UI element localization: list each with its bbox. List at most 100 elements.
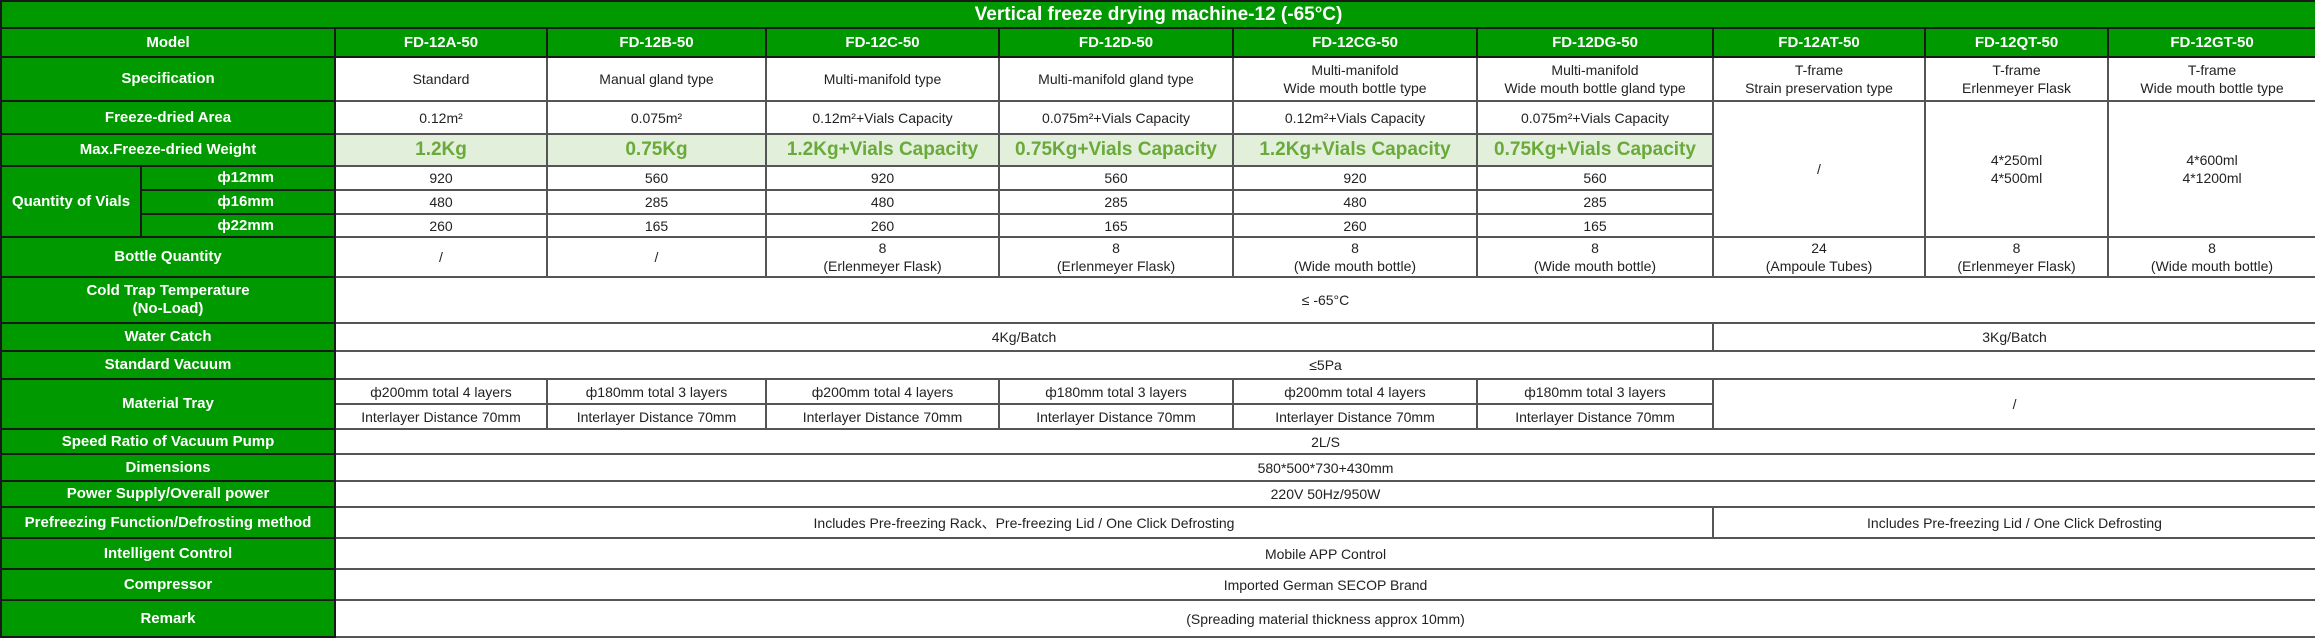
cell: 0.075m²+Vials Capacity	[998, 100, 1234, 135]
cell: /	[1712, 100, 1926, 238]
model-header: FD-12QT-50	[1924, 27, 2109, 58]
row-label-remark: Remark	[0, 599, 336, 638]
cell: 480	[334, 189, 548, 215]
area-row: Freeze-dried Area 0.12m² 0.075m² 0.12m²+…	[0, 100, 2315, 238]
highlight-cell: 1.2Kg	[334, 133, 548, 167]
cell: 8 (Erlenmeyer Flask)	[1924, 236, 2109, 278]
row-label-dimensions: Dimensions	[0, 453, 336, 482]
row-label-area: Freeze-dried Area	[0, 100, 336, 135]
vial-size-label: ф16mm	[140, 189, 336, 215]
cell: 260	[334, 213, 548, 238]
cell: Interlayer Distance 70mm	[1232, 403, 1478, 430]
vials-12-row: Quantity of Vials ф12mm 920 560 920 560 …	[0, 165, 2315, 238]
cell: ф200mm total 4 layers	[765, 378, 1000, 405]
cell: 260	[1232, 213, 1478, 238]
row-label-compressor: Compressor	[0, 568, 336, 601]
cell: 560	[998, 165, 1234, 191]
cell: 165	[1476, 213, 1714, 238]
cell: ф200mm total 4 layers	[1232, 378, 1478, 405]
cold-trap-row: Cold Trap Temperature (No-Load) ≤ -65°C	[0, 276, 2315, 324]
cell: Includes Pre-freezing Lid / One Click De…	[1711, 506, 2315, 539]
row-label-specification: Specification	[0, 56, 336, 102]
cell: 0.12m²	[334, 100, 548, 135]
cell: 480	[1232, 189, 1478, 215]
highlight-cell: 0.75Kg+Vials Capacity	[1476, 133, 1714, 167]
cell: 4*600ml 4*1200ml	[2106, 100, 2315, 238]
cell: 8 (Wide mouth bottle)	[1476, 236, 1714, 278]
tray-distance-row: Interlayer Distance 70mm Interlayer Dist…	[1, 403, 2315, 430]
power-row: Power Supply/Overall power 220V 50Hz/950…	[0, 480, 2315, 508]
cell: 220V 50Hz/950W	[333, 480, 2315, 508]
model-row: Model FD-12A-50 FD-12B-50 FD-12C-50 FD-1…	[0, 27, 2315, 58]
cell: /	[1711, 378, 2315, 430]
cell: Manual gland type	[546, 56, 767, 102]
tray-layers-row: Material Tray ф200mm total 4 layers ф180…	[0, 378, 2315, 430]
cell: 480	[765, 189, 1000, 215]
cell: 0.075m²	[546, 100, 767, 135]
model-header: FD-12DG-50	[1476, 27, 1714, 58]
row-label-max-weight: Max.Freeze-dried Weight	[0, 133, 336, 167]
cell: /	[334, 236, 548, 278]
cell: Interlayer Distance 70mm	[998, 403, 1234, 430]
row-label-pump: Speed Ratio of Vacuum Pump	[0, 428, 336, 455]
cell: 0.12m²+Vials Capacity	[765, 100, 1000, 135]
cell: Imported German SECOP Brand	[333, 568, 2315, 601]
cell: 2L/S	[333, 428, 2315, 455]
cell: ф180mm total 3 layers	[546, 378, 767, 405]
row-label-control: Intelligent Control	[0, 537, 336, 570]
cell: ≤5Pa	[333, 350, 2315, 380]
row-label-vacuum: Standard Vacuum	[0, 350, 336, 380]
cell: 920	[765, 165, 1000, 191]
cell: 8 (Wide mouth bottle)	[1232, 236, 1478, 278]
highlight-cell: 0.75Kg	[546, 133, 767, 167]
water-catch-row: Water Catch 4Kg/Batch 3Kg/Batch	[0, 322, 2315, 352]
cell: 8 (Erlenmeyer Flask)	[765, 236, 1000, 278]
cell: Interlayer Distance 70mm	[546, 403, 767, 430]
cell: Interlayer Distance 70mm	[334, 403, 548, 430]
cell: 0.075m²+Vials Capacity	[1476, 100, 1714, 135]
cell: 8 (Erlenmeyer Flask)	[998, 236, 1234, 278]
highlight-cell: 0.75Kg+Vials Capacity	[998, 133, 1234, 167]
cell: T-frame Wide mouth bottle type	[2106, 56, 2315, 102]
cell: Multi-manifold Wide mouth bottle type	[1232, 56, 1478, 102]
cell: Standard	[334, 56, 548, 102]
model-header: FD-12AT-50	[1712, 27, 1926, 58]
cell: Multi-manifold type	[765, 56, 1000, 102]
cell: ≤ -65°C	[333, 276, 2315, 324]
cell: 580*500*730+430mm	[333, 453, 2315, 482]
cell: 0.12m²+Vials Capacity	[1232, 100, 1478, 135]
cell: 4*250ml 4*500ml	[1924, 100, 2109, 238]
cell: ф180mm total 3 layers	[1476, 378, 1714, 405]
vial-size-label: ф12mm	[140, 165, 336, 191]
row-label-water-catch: Water Catch	[0, 322, 336, 352]
cell: 285	[546, 189, 767, 215]
model-header: FD-12C-50	[765, 27, 1000, 58]
remark-row: Remark (Spreading material thickness app…	[0, 599, 2315, 638]
cell: 165	[998, 213, 1234, 238]
cell: 560	[1476, 165, 1714, 191]
vials-16-row: ф16mm 480 285 480 285 480 285	[1, 189, 2315, 215]
row-label-bottle-quantity: Bottle Quantity	[0, 236, 336, 278]
cell: ф180mm total 3 layers	[998, 378, 1234, 405]
cell: 165	[546, 213, 767, 238]
cell: 260	[765, 213, 1000, 238]
specification-row: Specification Standard Manual gland type…	[0, 56, 2315, 102]
cell: T-frame Strain preservation type	[1712, 56, 1926, 102]
row-label-tray: Material Tray	[0, 378, 336, 430]
compressor-row: Compressor Imported German SECOP Brand	[0, 568, 2315, 601]
cell: 285	[998, 189, 1234, 215]
cell: Includes Pre-freezing Rack、Pre-freezing …	[334, 506, 1714, 539]
row-label-model: Model	[0, 27, 336, 58]
max-weight-row: Max.Freeze-dried Weight 1.2Kg 0.75Kg 1.2…	[0, 133, 2315, 167]
model-header: FD-12GT-50	[2106, 27, 2315, 58]
cell: Multi-manifold Wide mouth bottle gland t…	[1476, 56, 1714, 102]
highlight-cell: 1.2Kg+Vials Capacity	[765, 133, 1000, 167]
cell: ф200mm total 4 layers	[334, 378, 548, 405]
cell: 560	[546, 165, 767, 191]
highlight-cell: 1.2Kg+Vials Capacity	[1232, 133, 1478, 167]
cell: 920	[1232, 165, 1478, 191]
cell: 8 (Wide mouth bottle)	[2106, 236, 2315, 278]
cell: 920	[334, 165, 548, 191]
bottle-quantity-row: Bottle Quantity / / 8 (Erlenmeyer Flask)…	[0, 236, 2315, 278]
